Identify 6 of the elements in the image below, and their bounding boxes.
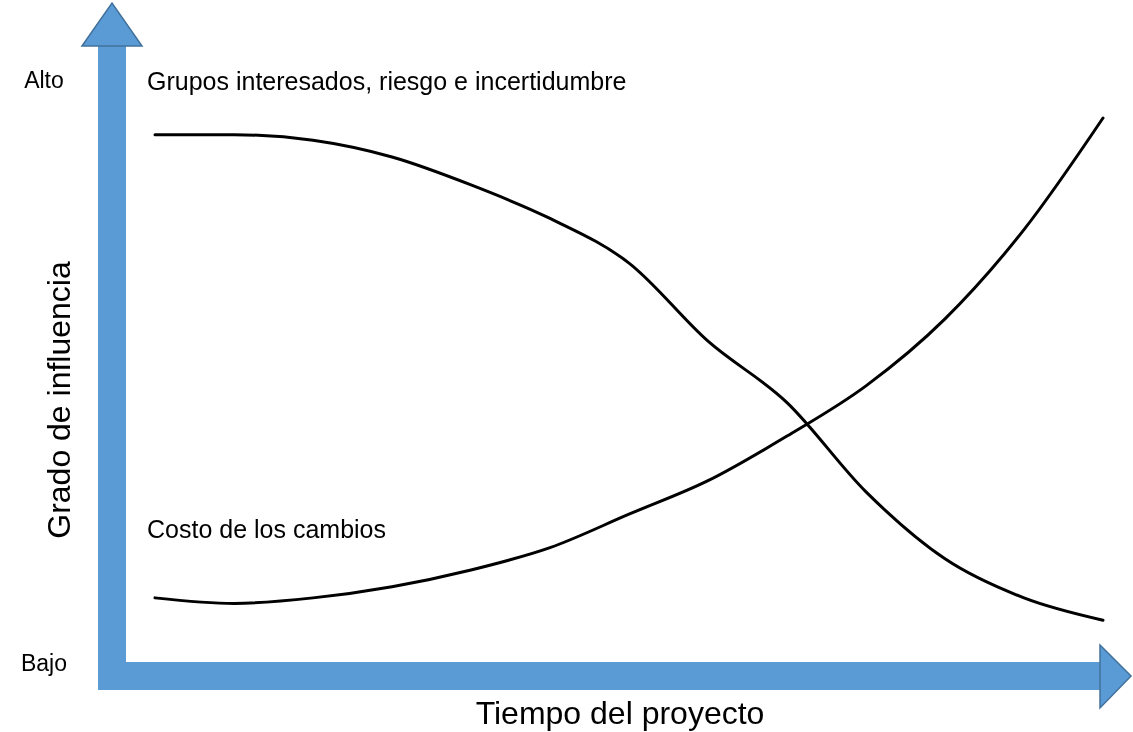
series-label: Costo de los cambios	[147, 514, 387, 543]
text: Alto	[24, 67, 64, 94]
text: Bajo	[20, 650, 68, 677]
x-axis-title: Tiempo del proyecto	[475, 695, 765, 731]
series-label: Grupos interesados, riesgo e incertidumbre	[147, 66, 627, 95]
y-axis-title: Grado de influencia	[41, 261, 77, 539]
